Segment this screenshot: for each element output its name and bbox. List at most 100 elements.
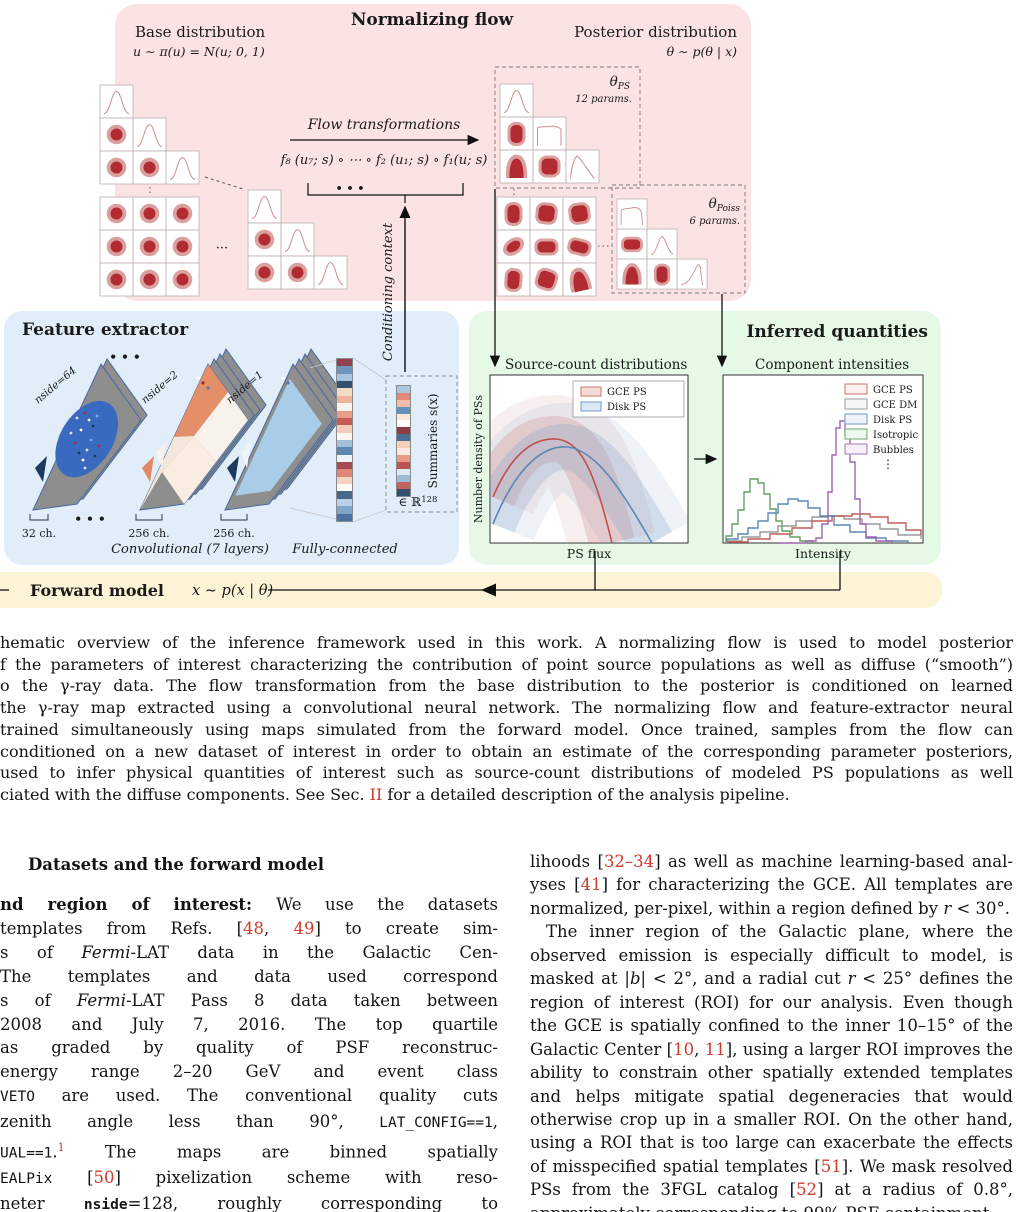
body-line-clipped: approximately corresponding to 99% PSF c… <box>530 1202 1013 1212</box>
caption-line: used to infer physical quantities of int… <box>0 763 1013 783</box>
fc-connector-top <box>309 359 337 369</box>
scd-legend-swatch-disk-ps <box>580 401 602 412</box>
flow-bracket <box>307 183 464 203</box>
body-line: normalized, per-pixel, within a region d… <box>530 898 1011 918</box>
ci-plot-title: Component intensities <box>755 357 909 373</box>
body-line: zenith angle less than 90°, LAT_CONFIG==… <box>0 1112 498 1132</box>
base-distribution-math: u ∼ π(u) = N(u; 0, 1) <box>133 44 265 59</box>
body-line: nd region of interest: We use the datase… <box>0 895 498 914</box>
body-line: neter nside=128, roughly corresponding t… <box>0 1194 498 1212</box>
scd-xlabel: PS flux <box>567 546 611 561</box>
bracket-dots: • • • <box>336 182 365 195</box>
theta-ps-symbol: θ <box>610 74 618 90</box>
posterior-sample-grid <box>496 189 611 297</box>
caption-line: ciated with the diffuse components. See … <box>0 784 790 804</box>
caption-line: hematic overview of the inference framew… <box>0 633 1013 652</box>
ci-plot: GCE PS GCE DM Disk PS Isotropic Bubbles … <box>722 374 924 561</box>
dim-superscript: 128 <box>421 495 437 505</box>
theta-poiss-subscript: Poiss <box>716 204 741 214</box>
body-line: PSs from the 3FGL catalog [52] at a radi… <box>530 1180 1013 1200</box>
svg-text:θPS: θPS <box>610 74 630 92</box>
ci-legend-swatch-isotropic <box>844 428 868 440</box>
stack-dots-bottom: • • • <box>74 512 105 526</box>
figure-canvas: Normalizing flow Base distribution u ∼ π… <box>0 4 942 608</box>
body-line: of misspecified spatial templates [51]. … <box>530 1156 1013 1176</box>
theta-poiss-symbol: θ <box>709 196 717 212</box>
caption-line: the γ-ray map extracted using a convolut… <box>0 698 1013 718</box>
body-line: energy range 2–20 GeV and event class <box>0 1062 498 1082</box>
body-line: as graded by quality of PSF reconstruc- <box>0 1038 498 1058</box>
posterior-distribution-label: Posterior distribution <box>574 23 737 41</box>
body-left-column: nd region of interest: We use the datase… <box>0 893 498 1212</box>
forward-model-math: x ∼ p(x | θ) <box>192 583 273 599</box>
caption-line: conditioned on a new dataset of interest… <box>0 741 1013 761</box>
stack-dots-top: • • • <box>109 350 140 364</box>
body-line: and helps mitigate spatial degeneracies … <box>530 1086 1013 1106</box>
forward-model-arrows <box>0 551 841 591</box>
body-line: region of interest (ROI) for our analysi… <box>530 992 1013 1012</box>
scd-ylabel: Number density of PSs <box>472 395 485 524</box>
feature-extractor-title: Feature extractor <box>22 320 189 340</box>
theta-poiss-params: 6 params. <box>690 216 740 227</box>
figure-caption: hematic overview of the inference framew… <box>0 632 1013 806</box>
base-distribution-label: Base distribution <box>135 23 266 41</box>
posterior-distribution-math: θ ∼ p(θ | x) <box>667 44 738 59</box>
ci-legend-swatch-gce-dm <box>844 398 868 410</box>
summary-connector-bottom <box>352 509 387 523</box>
section-heading: Datasets and the forward model <box>28 855 325 874</box>
base-corner-plot <box>100 85 244 196</box>
body-line: 2008 and July 7, 2016. The top quartile <box>0 1014 498 1034</box>
ci-legend-gce-ps: GCE PS <box>873 385 913 396</box>
svg-text:∈ ℝ128: ∈ ℝ128 <box>399 495 438 509</box>
theta-ps-box: θPS 12 params. <box>494 66 641 189</box>
caption-line: trained simultaneously using maps simula… <box>0 719 1013 739</box>
body-line: observed emission is especially difficul… <box>530 945 1013 965</box>
body-line: using a ROI that is too large can exacer… <box>530 1133 1013 1153</box>
ci-legend-swatch-bubbles <box>844 443 868 455</box>
flow-transformations-label: Flow transformations <box>307 117 461 133</box>
summaries-label: Summaries s(x) <box>426 394 440 489</box>
caption-line: o the γ-ray data. The flow transformatio… <box>0 676 1013 696</box>
channels-label-3: 256 ch. <box>213 527 254 540</box>
ci-legend-swatch-disk-ps <box>844 413 868 425</box>
normalizing-flow-title: Normalizing flow <box>351 10 514 30</box>
base-sample-grid <box>100 197 199 296</box>
grid-ellipsis: ··· <box>216 241 228 256</box>
ci-legend-more-dots: ⋮ <box>882 457 894 471</box>
theta-ps-params: 12 params. <box>575 94 632 105</box>
caption-line: f the parameters of interest characteriz… <box>0 654 1013 674</box>
channels-label-2: 256 ch. <box>128 527 169 540</box>
channels-label-1: 32 ch. <box>22 527 56 540</box>
svg-text:θPoiss: θPoiss <box>709 196 741 214</box>
ci-xlabel: Intensity <box>795 546 852 561</box>
ci-legend-swatch-gce-ps <box>844 383 868 395</box>
conv-map-stack-2 <box>139 348 267 511</box>
scd-plot: GCE PS Disk PS Number density of PSs PS … <box>472 374 689 561</box>
ci-legend-bubbles: Bubbles <box>873 445 914 456</box>
body-line: ability to constrain other spatially ext… <box>530 1063 1013 1083</box>
body-line: the GCE is spatially confined to the inn… <box>530 1016 1013 1036</box>
body-line: yses [41] for characterizing the GCE. Al… <box>530 875 1013 895</box>
body-line: s of Fermi-LAT Pass 8 data taken between <box>0 990 498 1010</box>
body-line: The templates and data used correspond <box>0 966 498 986</box>
dim-label: ∈ ℝ <box>399 495 423 509</box>
body-line: UAL==1.1 The maps are binned spatially <box>0 1141 498 1162</box>
body-line: templates from Refs. [48, 49] to create … <box>0 918 498 938</box>
summary-vector-bar <box>336 358 353 522</box>
flow-math: f₈ (u₇; s) ∘ ⋯ ∘ f₂ (u₁; s) ∘ f₁(u; s) <box>280 153 488 168</box>
fc-connector-bottom <box>289 507 337 520</box>
body-line: Galactic Center [10, 11], using a larger… <box>530 1039 1013 1059</box>
fully-connected-label: Fully-connected <box>291 542 398 557</box>
scd-legend-gce-ps: GCE PS <box>607 387 647 398</box>
channel-brackets <box>29 514 248 521</box>
ci-legend-isotropic: Isotropic <box>873 430 919 441</box>
summaries-dashed-box <box>385 375 458 513</box>
ci-legend-gce-dm: GCE DM <box>873 400 917 411</box>
scd-legend-disk-ps: Disk PS <box>607 402 646 413</box>
theta-ps-subscript: PS <box>617 82 630 92</box>
summary-connector-top <box>352 357 387 381</box>
conv-map-stack-3 <box>224 348 352 511</box>
body-line: lihoods [32–34] as well as machine learn… <box>530 852 1013 871</box>
ci-legend-disk-ps: Disk PS <box>873 415 912 426</box>
